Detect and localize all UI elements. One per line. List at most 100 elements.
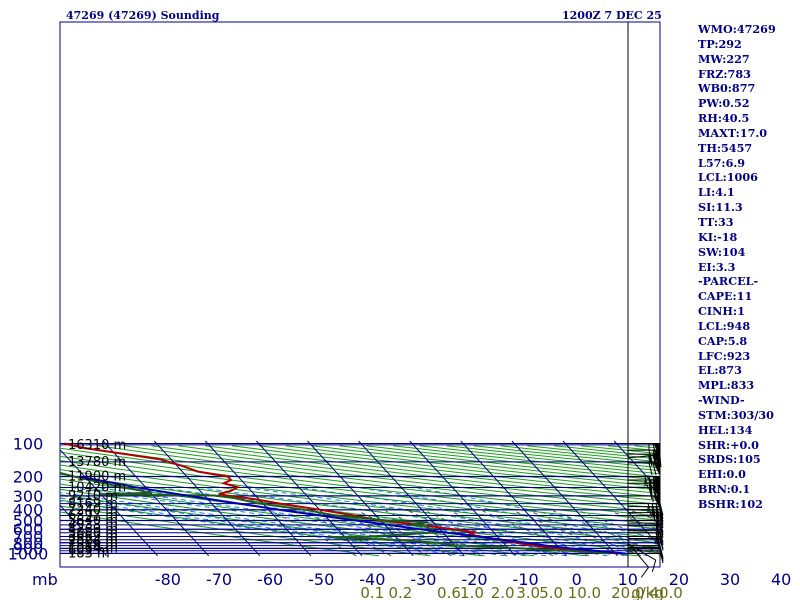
temperature-tick-label: -60 xyxy=(257,570,283,589)
temperature-tick-label: -50 xyxy=(308,570,334,589)
wind-barb-flag xyxy=(659,506,664,519)
stat-item: TH:5457 xyxy=(698,140,753,155)
stat-item: LFC:923 xyxy=(698,348,751,363)
stat-item: BSHR:102 xyxy=(698,497,763,511)
mixing-ratio-line xyxy=(609,510,660,531)
height-label: 609 m xyxy=(68,544,110,559)
stat-item: CAPE:11 xyxy=(698,289,753,304)
pressure-tick-label: 200 xyxy=(13,468,44,487)
stat-item: EHI:0.0 xyxy=(698,467,746,482)
wind-barb-pennant xyxy=(653,462,661,476)
stat-item: LCL:948 xyxy=(698,318,751,333)
temperature-tick-label: -10 xyxy=(513,570,539,589)
stat-item: -PARCEL- xyxy=(698,274,759,289)
dry-adiabat-line xyxy=(60,464,660,539)
isotherm-line xyxy=(0,441,4,556)
height-label: 2006 m xyxy=(68,536,118,551)
wind-barb xyxy=(628,462,661,476)
stat-item: SW:104 xyxy=(698,244,746,259)
wind-barb-flag xyxy=(648,476,653,489)
stat-item: SHR:+0.0 xyxy=(698,437,759,452)
wind-barb-flag xyxy=(644,476,649,489)
height-label: 183 m xyxy=(68,546,110,561)
temperature-tick-label: -40 xyxy=(359,570,385,589)
isotherm-line xyxy=(204,440,312,557)
stat-item: LI:4.1 xyxy=(698,185,735,200)
wind-barb-flag xyxy=(659,512,664,525)
wind-barb xyxy=(628,525,664,538)
height-label: 11900 m xyxy=(68,469,126,484)
mixing-ratio-label: 0.1 xyxy=(360,584,384,600)
dry-adiabat-line xyxy=(70,445,660,517)
stat-item: TT:33 xyxy=(698,214,734,229)
wind-barb-flag xyxy=(640,567,649,578)
stat-item: FRZ:783 xyxy=(698,66,751,81)
dry-adiabat-line xyxy=(124,445,660,509)
height-label: 7240 m xyxy=(68,503,118,518)
stat-item: -WIND- xyxy=(698,393,745,408)
saturated-adiabat-line xyxy=(60,497,485,557)
wind-barb-flag xyxy=(648,462,653,475)
saturated-adiabat-line xyxy=(355,486,660,546)
plot-frame xyxy=(59,21,661,568)
dry-adiabat-line xyxy=(60,469,660,544)
dry-adiabat-line xyxy=(60,473,660,549)
wind-barb xyxy=(627,543,657,573)
temperature-tick-label: -20 xyxy=(461,570,487,589)
pressure-tick-label: 900 xyxy=(13,539,44,558)
stat-item: MW:227 xyxy=(698,51,750,66)
wind-barb xyxy=(628,553,661,560)
chart-station-title: 47269 (47269) Sounding xyxy=(66,9,220,22)
stat-item: RH:40.5 xyxy=(698,111,750,126)
stat-item: L57:6.9 xyxy=(698,155,746,170)
stat-item: EI:3.3 xyxy=(698,259,736,274)
dry-adiabat-line xyxy=(151,445,660,505)
pressure-tick-label: 700 xyxy=(13,527,44,546)
x-unit-label: mb xyxy=(32,570,58,589)
stat-item: WMO:47269 xyxy=(698,22,776,36)
mixing-ratio-label: 3.0 xyxy=(516,584,540,600)
dewpoint-line xyxy=(60,471,611,555)
temperature-tick-label: 20 xyxy=(669,570,689,589)
pressure-tick-label: 400 xyxy=(13,501,44,520)
wind-barb-flag xyxy=(648,487,653,500)
height-label: 16310 m xyxy=(68,438,126,453)
temperature-tick-label: 10 xyxy=(618,570,638,589)
pressure-tick-label: 500 xyxy=(13,511,44,530)
pressure-tick-label: 800 xyxy=(13,534,44,553)
dry-adiabat-line xyxy=(178,445,660,502)
plot-area xyxy=(0,440,660,557)
height-label: 6397 m xyxy=(68,508,118,523)
wind-barb-flag xyxy=(659,523,664,536)
height-label: 4933 m xyxy=(68,518,118,533)
temperature-line xyxy=(64,442,619,555)
height-label: 10420 m xyxy=(68,480,126,495)
height-label: 9210 m xyxy=(68,489,118,504)
height-label: 4269 m xyxy=(68,522,118,537)
saturated-adiabat-line xyxy=(60,500,465,557)
mixing-ratio-label: 0.6 xyxy=(437,584,461,600)
parcel-line xyxy=(79,475,626,555)
stat-item: CAP:5.8 xyxy=(698,333,748,348)
stat-item: EL:873 xyxy=(698,363,742,378)
mixing-ratio-line xyxy=(513,510,625,557)
stat-item: SRDS:105 xyxy=(698,452,761,467)
saturated-adiabat-line xyxy=(60,494,506,557)
height-label: 5640 m xyxy=(68,514,118,529)
mixing-ratio-label: 5.0 xyxy=(539,584,563,600)
temperature-tick-label: -80 xyxy=(155,570,181,589)
mixing-ratio-label: 40.0 xyxy=(649,584,682,600)
dry-adiabat-line xyxy=(60,447,660,521)
wind-barb-flag xyxy=(659,515,664,528)
stats-panel: WMO:47269 TP:292 MW:227 FRZ:783 WB0:877 PW:0.… xyxy=(698,22,798,512)
height-label: 2524 m xyxy=(68,533,118,548)
wind-barb-flag xyxy=(659,550,664,564)
dry-adiabat-line xyxy=(97,445,660,513)
pressure-tick-label: 100 xyxy=(13,434,44,453)
wind-barb-flag xyxy=(659,520,664,533)
temperature-tick-label: 40 xyxy=(771,570,791,589)
height-label: 1518 m xyxy=(68,539,118,554)
temperature-tick-label: -70 xyxy=(206,570,232,589)
wind-barb-flag xyxy=(659,538,664,551)
wind-barb-flag xyxy=(659,532,664,546)
